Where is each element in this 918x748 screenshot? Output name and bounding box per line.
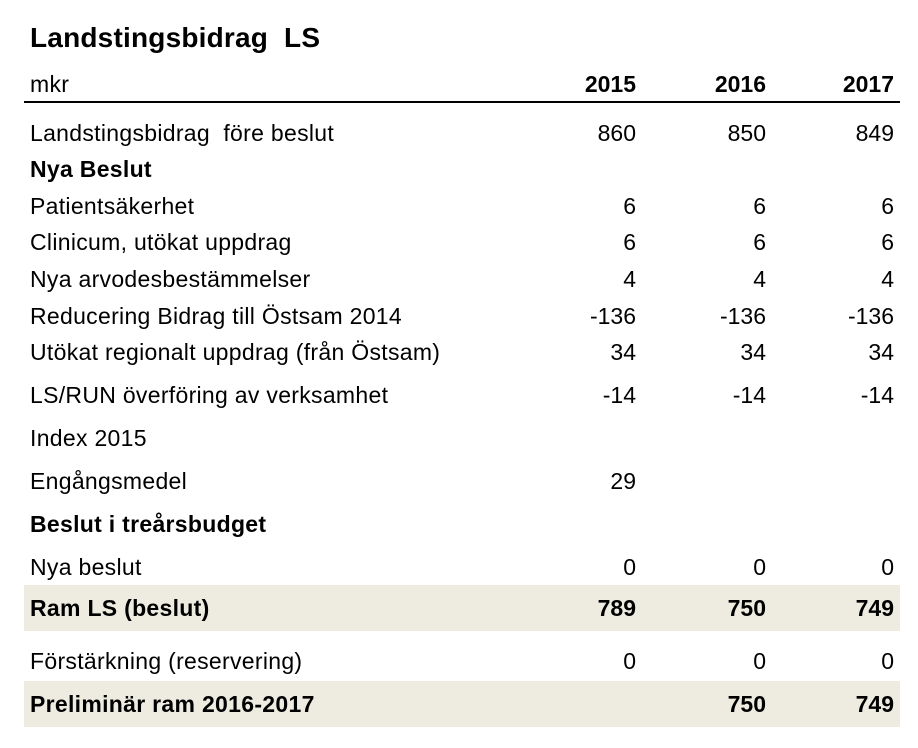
row-label: Engångsmedel bbox=[30, 467, 188, 494]
row-value-2017: 749 bbox=[855, 594, 894, 621]
unit-label: mkr bbox=[30, 70, 70, 97]
table-row: Nya beslut 0 0 0 bbox=[24, 549, 900, 585]
row-value-2016: 750 bbox=[727, 690, 766, 717]
row-label: Patientsäkerhet bbox=[30, 192, 195, 219]
row-value-2017: -14 bbox=[860, 381, 894, 408]
row-value-2016: 4 bbox=[753, 265, 766, 292]
row-value-2016: 850 bbox=[727, 119, 766, 146]
table-row: Engångsmedel 29 bbox=[24, 463, 900, 499]
row-label: Index 2015 bbox=[30, 424, 147, 451]
row-value-2017: 4 bbox=[881, 265, 894, 292]
row-label: Preliminär ram 2016-2017 bbox=[30, 690, 315, 717]
total-row-ram-ls: Ram LS (beslut) 789 750 749 bbox=[24, 585, 900, 631]
row-label: Reducering Bidrag till Östsam 2014 bbox=[30, 302, 402, 329]
row-value-2017: 0 bbox=[881, 553, 894, 580]
year-header-2015: 2015 bbox=[584, 70, 636, 97]
row-value-2017: 34 bbox=[868, 338, 894, 365]
table-row: Nya arvodesbestämmelser 4 4 4 bbox=[24, 262, 900, 296]
year-header-2016: 2016 bbox=[714, 70, 766, 97]
row-label: Nya Beslut bbox=[30, 155, 152, 182]
row-value-2017: 6 bbox=[881, 228, 894, 255]
row-value-2015: 4 bbox=[623, 265, 636, 292]
row-value-2015: 0 bbox=[623, 647, 636, 674]
row-value-2015: 789 bbox=[597, 594, 636, 621]
row-value-2016: 750 bbox=[727, 594, 766, 621]
row-value-2017: 0 bbox=[881, 647, 894, 674]
year-header-2017: 2017 bbox=[842, 70, 894, 97]
row-value-2015: -14 bbox=[602, 381, 636, 408]
row-label: LS/RUN överföring av verksamhet bbox=[30, 381, 389, 408]
header-rule bbox=[24, 101, 900, 103]
row-value-2015: 6 bbox=[623, 192, 636, 219]
row-value-2016: -136 bbox=[719, 302, 766, 329]
row-value-2016: 0 bbox=[753, 647, 766, 674]
row-label: Landstingsbidrag före beslut bbox=[30, 119, 335, 146]
table-row: LS/RUN överföring av verksamhet -14 -14 … bbox=[24, 377, 900, 413]
row-value-2017: 749 bbox=[855, 690, 894, 717]
header-row: mkr 2015 2016 2017 bbox=[24, 68, 900, 100]
row-label: Förstärkning (reservering) bbox=[30, 647, 303, 674]
total-row-preliminary: Preliminär ram 2016-2017 750 749 bbox=[24, 681, 900, 727]
table-row: Utökat regionalt uppdrag (från Östsam) 3… bbox=[24, 335, 900, 369]
row-value-2017: -136 bbox=[847, 302, 894, 329]
row-value-2015: 6 bbox=[623, 228, 636, 255]
row-value-2015: 34 bbox=[610, 338, 636, 365]
table-row: Landstingsbidrag före beslut 860 850 849 bbox=[24, 116, 900, 150]
row-label: Ram LS (beslut) bbox=[30, 594, 210, 621]
row-value-2017: 6 bbox=[881, 192, 894, 219]
table-row: Clinicum, utökat uppdrag 6 6 6 bbox=[24, 225, 900, 259]
row-label: Clinicum, utökat uppdrag bbox=[30, 228, 292, 255]
section-heading: Nya Beslut bbox=[24, 152, 900, 186]
table-row: Förstärkning (reservering) 0 0 0 bbox=[24, 643, 900, 679]
row-label: Beslut i treårsbudget bbox=[30, 510, 267, 537]
row-value-2015: 29 bbox=[610, 467, 636, 494]
row-value-2016: -14 bbox=[732, 381, 766, 408]
row-value-2015: 860 bbox=[597, 119, 636, 146]
row-value-2016: 0 bbox=[753, 553, 766, 580]
row-value-2015: -136 bbox=[589, 302, 636, 329]
row-label: Nya arvodesbestämmelser bbox=[30, 265, 311, 292]
row-value-2017: 849 bbox=[855, 119, 894, 146]
row-label: Nya beslut bbox=[30, 553, 142, 580]
table-title: Landstingsbidrag LS bbox=[30, 22, 321, 53]
row-value-2016: 6 bbox=[753, 228, 766, 255]
row-label: Utökat regionalt uppdrag (från Östsam) bbox=[30, 338, 441, 365]
section-heading: Beslut i treårsbudget bbox=[24, 506, 900, 542]
table-row: Index 2015 bbox=[24, 420, 900, 456]
table-row: Patientsäkerhet 6 6 6 bbox=[24, 189, 900, 223]
table-row: Reducering Bidrag till Östsam 2014 -136 … bbox=[24, 299, 900, 333]
row-value-2016: 34 bbox=[740, 338, 766, 365]
row-value-2016: 6 bbox=[753, 192, 766, 219]
row-value-2015: 0 bbox=[623, 553, 636, 580]
